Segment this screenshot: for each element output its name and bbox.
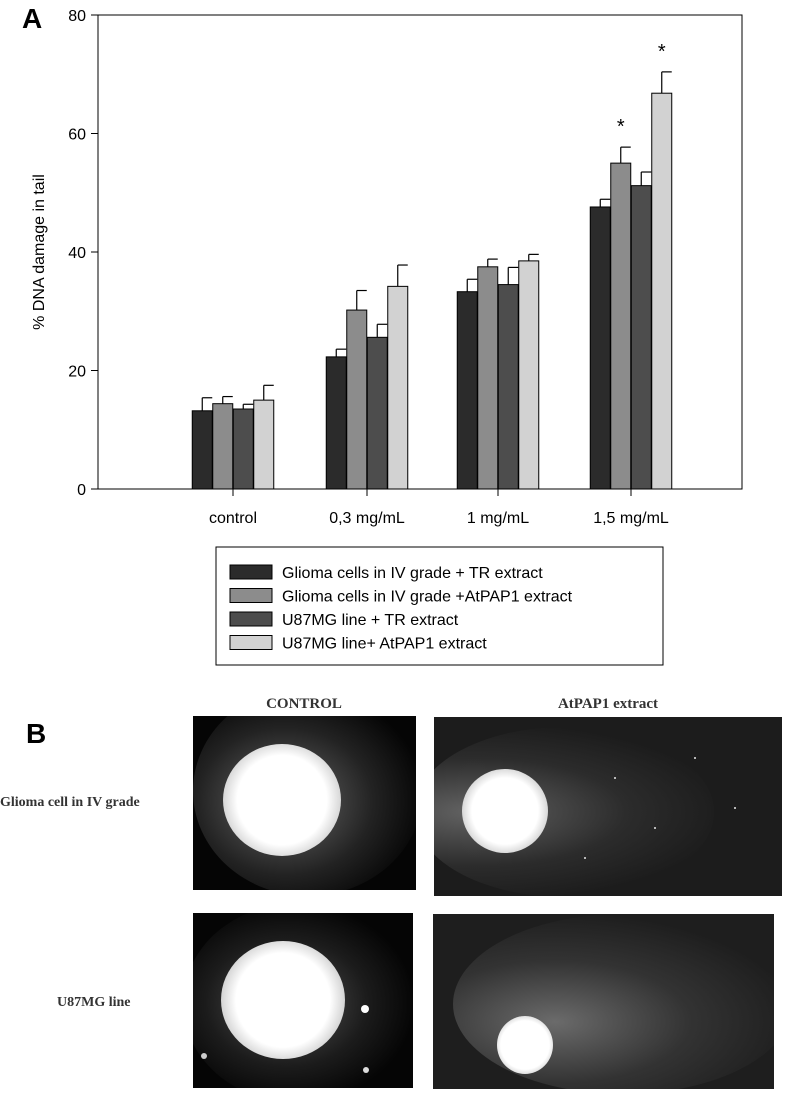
bar [456,291,478,490]
legend: Glioma cells in IV grade + TR extract Gli… [229,564,573,653]
x-tick-label: control [209,510,257,527]
bright-dot [361,1005,369,1013]
bar [518,260,540,490]
bar [346,309,368,490]
comet-head [497,1016,553,1074]
legend-box [215,546,664,666]
bar [477,266,499,490]
comet-photo-u87mg-control [193,913,413,1088]
speck [654,827,656,829]
speck [584,857,586,859]
panel-label-a: A [22,3,42,34]
x-tick-label: 1,5 mg/mL [593,510,669,527]
x-tick-label: 1 mg/mL [467,510,529,527]
legend-entry: Glioma cells in IV grade +AtPAP1 extract [282,589,573,606]
bar [497,284,519,490]
legend-swatch [229,611,273,627]
bar [387,285,409,490]
column-label-control: CONTROL [266,696,342,712]
legend-entry: U87MG line+ AtPAP1 extract [282,636,487,653]
comet-photo-u87mg-atpap1 [433,914,774,1089]
bar [589,206,611,490]
y-tick-label: 60 [68,127,86,144]
speck [734,807,736,809]
legend-swatch [229,588,273,603]
y-tick-label: 0 [77,482,86,499]
bar [651,92,673,490]
panel-label-b: B [26,718,47,749]
comet-photo-glioma-control [193,716,416,890]
comet-photo-glioma-atpap1 [434,717,782,896]
legend-entry: U87MG line + TR extract [282,612,459,629]
bar [212,403,234,490]
y-tick-label: 40 [68,245,86,262]
row-label-u87mg: U87MG line [57,995,131,1010]
bar [191,410,213,490]
plot-area: 0 20 40 60 80 control 0,3 mg/mL 1 mg/mL 1,5 mg/m… [68,8,743,527]
significance-marker: * [617,116,625,138]
legend-swatch [229,564,273,580]
comet-head [223,744,341,856]
comet-head [462,769,548,853]
y-axis-label: % DNA damage in tail [31,174,48,330]
bright-dot [201,1053,207,1059]
significance-marker: * [658,41,666,63]
speck [614,777,616,779]
bright-dot [363,1067,369,1073]
column-label-atpap1: AtPAP1 extract [557,696,659,712]
speck [694,757,696,759]
bar [253,399,275,490]
row-label-glioma: Glioma cell in IV grade [0,795,140,810]
bar [610,162,632,490]
bar [232,408,254,490]
x-tick-label: 0,3 mg/mL [329,510,405,527]
bar [366,336,388,490]
comet-tail [453,914,774,1089]
bar [630,185,652,490]
y-tick-label: 80 [68,8,86,25]
comet-head [221,941,345,1059]
y-tick-label: 20 [68,364,86,381]
bar [325,356,347,490]
legend-swatch [229,635,273,650]
legend-entry: Glioma cells in IV grade + TR extract [282,565,543,582]
